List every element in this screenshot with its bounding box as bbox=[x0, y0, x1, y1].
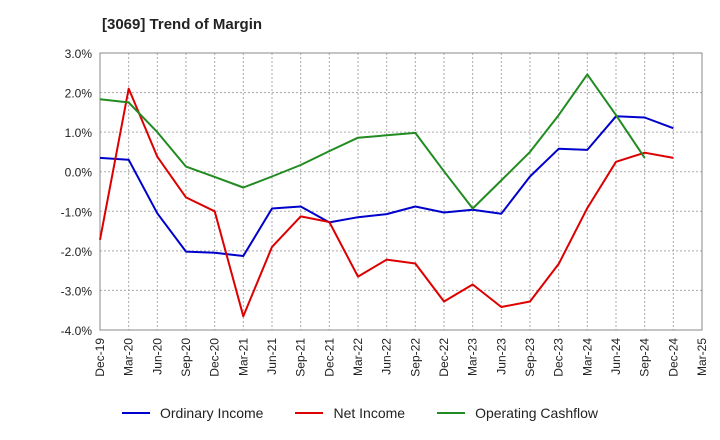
legend: Ordinary Income Net Income Operating Cashf… bbox=[0, 405, 720, 421]
x-tick-label: Jun-23 bbox=[494, 338, 508, 375]
legend-label: Operating Cashflow bbox=[475, 405, 599, 421]
x-tick-label: Mar-25 bbox=[695, 338, 709, 376]
x-tick-label: Dec-19 bbox=[93, 338, 107, 377]
x-tick-label: Mar-21 bbox=[236, 338, 250, 376]
y-tick-label: 1.0% bbox=[65, 126, 93, 140]
legend-item-net-income: Net Income bbox=[295, 405, 405, 421]
x-tick-label: Jun-21 bbox=[265, 338, 279, 375]
axis-layer: 3.0%2.0%1.0%0.0%-1.0%-2.0%-3.0%-4.0%Dec-… bbox=[61, 47, 709, 377]
x-tick-label: Sep-21 bbox=[294, 338, 308, 377]
y-tick-label: 2.0% bbox=[65, 87, 93, 101]
x-tick-label: Sep-22 bbox=[408, 338, 422, 377]
x-tick-label: Sep-20 bbox=[179, 338, 193, 377]
x-tick-label: Mar-22 bbox=[351, 338, 365, 376]
x-tick-label: Jun-22 bbox=[380, 338, 394, 375]
x-tick-label: Jun-20 bbox=[150, 338, 164, 375]
series-line-net-income bbox=[99, 87, 674, 318]
y-tick-label: 3.0% bbox=[65, 47, 93, 61]
x-tick-label: Jun-24 bbox=[609, 338, 623, 375]
x-tick-label: Dec-23 bbox=[552, 338, 566, 377]
y-tick-label: 0.0% bbox=[65, 166, 93, 180]
x-tick-label: Dec-21 bbox=[322, 338, 336, 377]
grid-layer bbox=[100, 53, 702, 330]
y-tick-label: -2.0% bbox=[61, 245, 93, 259]
y-tick-label: -3.0% bbox=[61, 284, 93, 298]
x-tick-label: Dec-24 bbox=[666, 338, 680, 377]
y-tick-label: -1.0% bbox=[61, 205, 93, 219]
x-tick-label: Mar-23 bbox=[466, 338, 480, 376]
legend-swatch bbox=[437, 412, 466, 414]
x-tick-label: Dec-22 bbox=[437, 338, 451, 377]
series-line-ordinary-income bbox=[99, 115, 674, 257]
plot-frame bbox=[99, 52, 703, 331]
legend-item-ordinary-income: Ordinary Income bbox=[121, 405, 264, 421]
series-line-operating-cashflow bbox=[99, 73, 646, 210]
legend-swatch bbox=[295, 412, 324, 414]
x-tick-label: Dec-20 bbox=[208, 338, 222, 377]
x-tick-label: Sep-23 bbox=[523, 338, 537, 377]
legend-label: Net Income bbox=[333, 405, 406, 421]
x-tick-label: Sep-24 bbox=[638, 338, 652, 377]
legend-item-operating-cashflow: Operating Cashflow bbox=[437, 405, 598, 421]
legend-swatch bbox=[121, 412, 150, 414]
legend-label: Ordinary Income bbox=[159, 405, 264, 421]
x-tick-label: Mar-24 bbox=[580, 338, 594, 376]
x-tick-label: Mar-20 bbox=[122, 338, 136, 376]
y-tick-label: -4.0% bbox=[61, 324, 93, 338]
series-layer bbox=[99, 73, 674, 318]
chart-title: [3069] Trend of Margin bbox=[102, 16, 263, 33]
